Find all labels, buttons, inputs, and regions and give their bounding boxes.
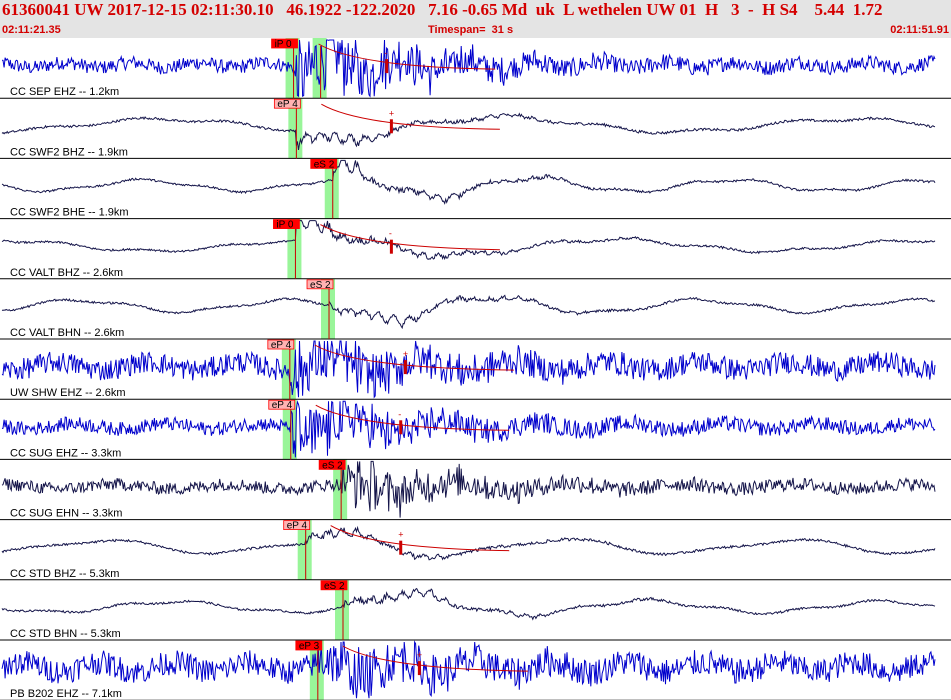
waveform — [1, 587, 936, 621]
coda-sign: - — [398, 409, 401, 419]
trace-label: CC VALT BHZ -- 2.6km — [10, 267, 123, 279]
coda-marker — [389, 239, 393, 254]
pick-label[interactable]: eS 2 — [310, 280, 331, 291]
pick-box[interactable] — [271, 38, 298, 49]
pick-box[interactable] — [306, 279, 334, 290]
waveform — [1, 640, 936, 699]
pick-box[interactable] — [283, 520, 311, 531]
event-header: 61360041 UW 2017-12-15 02:11:30.10 46.19… — [0, 0, 951, 38]
coda-fit-line — [342, 645, 528, 672]
pick-box[interactable] — [318, 459, 346, 470]
pick-box[interactable] — [273, 219, 300, 230]
pick-box[interactable] — [268, 399, 296, 410]
pick-bands — [281, 38, 350, 700]
trace-4[interactable]: eS 2 CC VALT BHN -- 2.6km — [0, 279, 951, 340]
trace-label: CC SWF2 BHE -- 1.9km — [10, 207, 129, 219]
coda-sign: + — [398, 530, 403, 540]
pick-label[interactable]: eS 2 — [314, 159, 335, 170]
waveform — [1, 159, 936, 205]
event-title: 61360041 UW 2017-12-15 02:11:30.10 46.19… — [2, 0, 883, 19]
trace-label: UW SHW EHZ -- 2.6km — [10, 387, 126, 399]
pick-band — [321, 278, 336, 339]
coda-marker — [389, 119, 393, 134]
trace-6[interactable]: - eP 4 CC SUG EHZ -- 3.3km — [0, 399, 951, 460]
pick-label[interactable]: eS 2 — [324, 581, 345, 592]
trace-10[interactable]: + eP 3 PB B202 EHZ -- 7.1km — [0, 640, 951, 700]
pick-box[interactable] — [267, 339, 295, 350]
pick-band — [281, 339, 296, 400]
pick-band — [287, 218, 302, 279]
trace-2[interactable]: eS 2 CC SWF2 BHE -- 1.9km — [0, 159, 951, 220]
pick-band — [324, 158, 339, 219]
trace-label: PB B202 EHZ -- 7.1km — [10, 688, 122, 700]
coda-marker — [399, 420, 403, 435]
waveform — [1, 220, 936, 261]
trace-3[interactable]: - iP 0 CC VALT BHZ -- 2.6km — [0, 219, 951, 280]
trace-label: CC STD BHN -- 5.3km — [10, 628, 121, 640]
pick-label[interactable]: iP 0 — [276, 220, 293, 231]
pick-label[interactable]: eP 4 — [287, 521, 308, 532]
waveform — [1, 340, 936, 399]
pick-box[interactable] — [295, 640, 323, 651]
coda-fit-line — [318, 43, 496, 70]
time-start: 02:11:21.35 — [2, 24, 61, 36]
pick-box[interactable] — [273, 98, 301, 109]
coda-sign: + — [403, 349, 408, 359]
pick-box[interactable] — [320, 580, 348, 591]
waveform — [1, 294, 936, 330]
pick-label[interactable]: eP 4 — [277, 99, 298, 110]
trace-7[interactable]: eS 2 CC SUG EHN -- 3.3km — [0, 459, 951, 521]
trace-label: CC SUG EHN -- 3.3km — [10, 508, 122, 520]
pick-band — [335, 579, 350, 640]
waveform — [1, 400, 936, 458]
trace-9[interactable]: eS 2 CC STD BHN -- 5.3km — [0, 580, 951, 641]
waveform — [1, 112, 936, 150]
trace-label: CC VALT BHN -- 2.6km — [10, 327, 124, 339]
trace-label: CC SUG EHZ -- 3.3km — [10, 447, 121, 459]
trace-label: CC SWF2 BHZ -- 1.9km — [10, 146, 128, 158]
coda-marker — [417, 661, 421, 676]
trace-label: CC STD BHZ -- 5.3km — [10, 568, 119, 580]
pick-label[interactable]: eP 4 — [272, 400, 293, 411]
waveform — [1, 460, 936, 518]
trace-0[interactable]: - iP 0 CC SEP EHZ -- 1.2km — [0, 38, 951, 99]
pick-band — [297, 519, 312, 580]
coda-fit-line — [321, 103, 500, 130]
pick-label[interactable]: eP 3 — [299, 641, 320, 652]
waveform — [1, 525, 936, 561]
coda-fit-line — [320, 224, 500, 251]
pick-label[interactable]: eS 2 — [322, 460, 343, 471]
seismogram-panel[interactable]: - iP 0 CC SEP EHZ -- 1.2km + eP 4 CC SWF2 BHZ… — [0, 38, 951, 700]
coda-sign: + — [389, 108, 394, 118]
coda-sign: + — [417, 650, 422, 660]
pick-band — [285, 38, 300, 99]
trace-8[interactable]: + eP 4 CC STD BHZ -- 5.3km — [0, 520, 951, 581]
pick-label[interactable]: iP 0 — [275, 39, 292, 50]
pick-label[interactable]: eP 4 — [271, 340, 292, 351]
coda-marker — [399, 540, 403, 555]
pick-band — [288, 98, 303, 159]
trace-label: CC SEP EHZ -- 1.2km — [10, 86, 119, 98]
coda-fit-line — [330, 525, 510, 552]
trace-1[interactable]: + eP 4 CC SWF2 BHZ -- 1.9km — [0, 98, 951, 159]
coda-fit-line — [314, 344, 514, 371]
time-end: 02:11:51.91 — [890, 24, 949, 36]
waveform — [1, 39, 936, 98]
pick-box[interactable] — [310, 159, 338, 169]
coda-sign: - — [389, 229, 392, 239]
coda-marker — [403, 360, 407, 375]
coda-marker — [385, 59, 389, 74]
trace-5[interactable]: + eP 4 UW SHW EHZ -- 2.6km — [0, 339, 951, 400]
coda-fit-line — [315, 404, 510, 431]
coda-sign: - — [384, 48, 387, 58]
timespan-readout: Timespan= 31 s — [428, 24, 514, 36]
